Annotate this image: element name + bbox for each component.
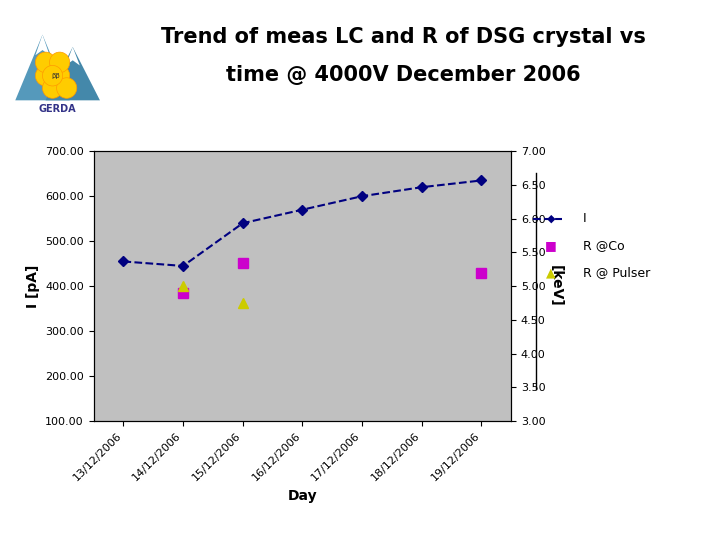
Circle shape [50,52,70,73]
Circle shape [35,65,55,86]
Text: ▲: ▲ [546,266,556,279]
Text: GERDA: GERDA [39,104,76,114]
Polygon shape [15,35,70,100]
Circle shape [42,78,63,98]
Polygon shape [66,47,80,65]
Text: R @ Pulser: R @ Pulser [583,266,650,279]
X-axis label: Day: Day [287,489,318,503]
Text: R @Co: R @Co [583,239,625,252]
Text: Trend of meas LC and R of DSG crystal vs: Trend of meas LC and R of DSG crystal vs [161,27,646,47]
Y-axis label: [keV]: [keV] [549,265,562,307]
Circle shape [42,65,63,86]
Circle shape [35,52,55,73]
Circle shape [57,78,77,98]
Text: ◆: ◆ [546,214,555,224]
Y-axis label: I [pA]: I [pA] [26,265,40,308]
Text: time @ 4000V December 2006: time @ 4000V December 2006 [226,65,580,85]
Text: I: I [583,212,587,225]
Circle shape [50,65,70,86]
Text: ■: ■ [545,239,557,252]
Text: ββ: ββ [51,73,60,79]
Polygon shape [45,47,100,100]
Polygon shape [35,35,50,55]
